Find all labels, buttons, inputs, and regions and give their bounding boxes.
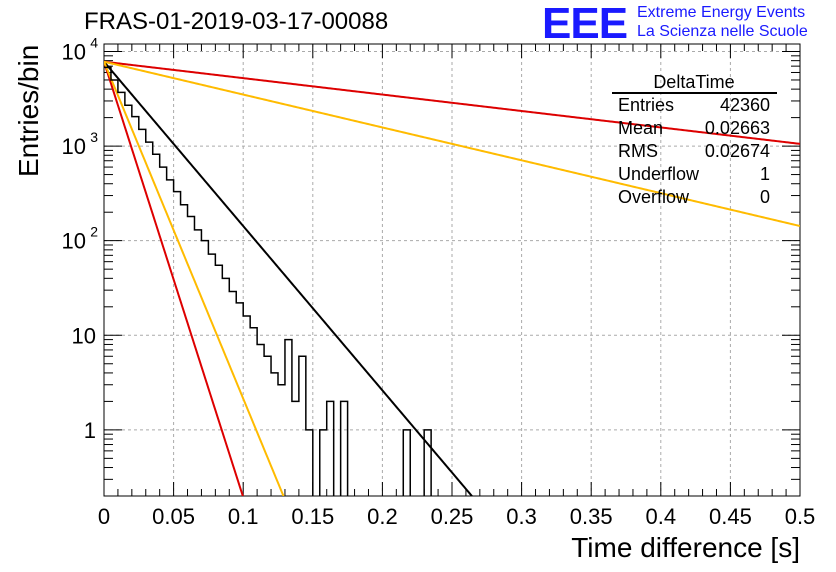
x-tick-label: 0.1 <box>228 504 259 529</box>
tick-marks <box>103 44 801 497</box>
stats-title: DeltaTime <box>653 72 734 92</box>
y-tick-label: 10 <box>72 323 96 348</box>
y-tick-exponent: 4 <box>90 34 98 50</box>
stats-value: 0 <box>760 187 770 207</box>
x-tick-label: 0.2 <box>367 504 398 529</box>
x-tick-label: 0.5 <box>785 504 816 529</box>
chart-title: FRAS-01-2019-03-17-00088 <box>84 8 389 35</box>
fit-lines <box>104 60 800 496</box>
x-tick-label: 0.3 <box>506 504 537 529</box>
x-tick-label: 0.45 <box>709 504 752 529</box>
stats-label: Underflow <box>618 164 700 184</box>
stats-value: 0.02674 <box>705 141 770 161</box>
x-tick-label: 0.35 <box>570 504 613 529</box>
fit-line <box>104 61 244 496</box>
stats-label: Entries <box>618 95 674 115</box>
stats-value: 42360 <box>720 95 770 115</box>
stats-value: 0.02663 <box>705 118 770 138</box>
x-axis-label: Time difference [s] <box>571 532 800 563</box>
x-tick-label: 0 <box>98 504 110 529</box>
stats-value: 1 <box>760 164 770 184</box>
stats-label: RMS <box>618 141 658 161</box>
histogram-bars <box>104 66 432 496</box>
y-tick-exponent: 3 <box>90 129 98 145</box>
fit-line <box>104 61 474 496</box>
stats-box: DeltaTime Entries 42360 Mean 0.02663 RMS 0.026… <box>612 72 777 207</box>
fit-line <box>104 61 285 496</box>
grid <box>104 44 800 496</box>
histogram-outline <box>104 66 432 496</box>
logo-line-1: Extreme Energy Events <box>637 4 806 21</box>
y-tick-label: 1 <box>84 418 96 443</box>
y-tick-exponent: 2 <box>90 224 98 240</box>
y-tick-label: 10 <box>62 229 86 254</box>
logo-line-2: La Scienza nelle Scuole <box>637 23 808 40</box>
x-tick-label: 0.05 <box>152 504 195 529</box>
fit-line <box>104 60 800 145</box>
x-tick-label: 0.25 <box>431 504 474 529</box>
x-tick-labels: 0 0.05 0.1 0.15 0.2 0.25 0.3 0.35 0.4 0.45 0.5 <box>98 504 815 529</box>
fit-line <box>104 60 800 228</box>
eee-logo: EEE <box>542 0 628 48</box>
y-tick-label: 10 <box>62 134 86 159</box>
stats-label: Overflow <box>618 187 690 207</box>
stats-label: Mean <box>618 118 663 138</box>
x-tick-label: 0.15 <box>291 504 334 529</box>
y-tick-label: 10 <box>62 39 86 64</box>
x-tick-label: 0.4 <box>646 504 677 529</box>
